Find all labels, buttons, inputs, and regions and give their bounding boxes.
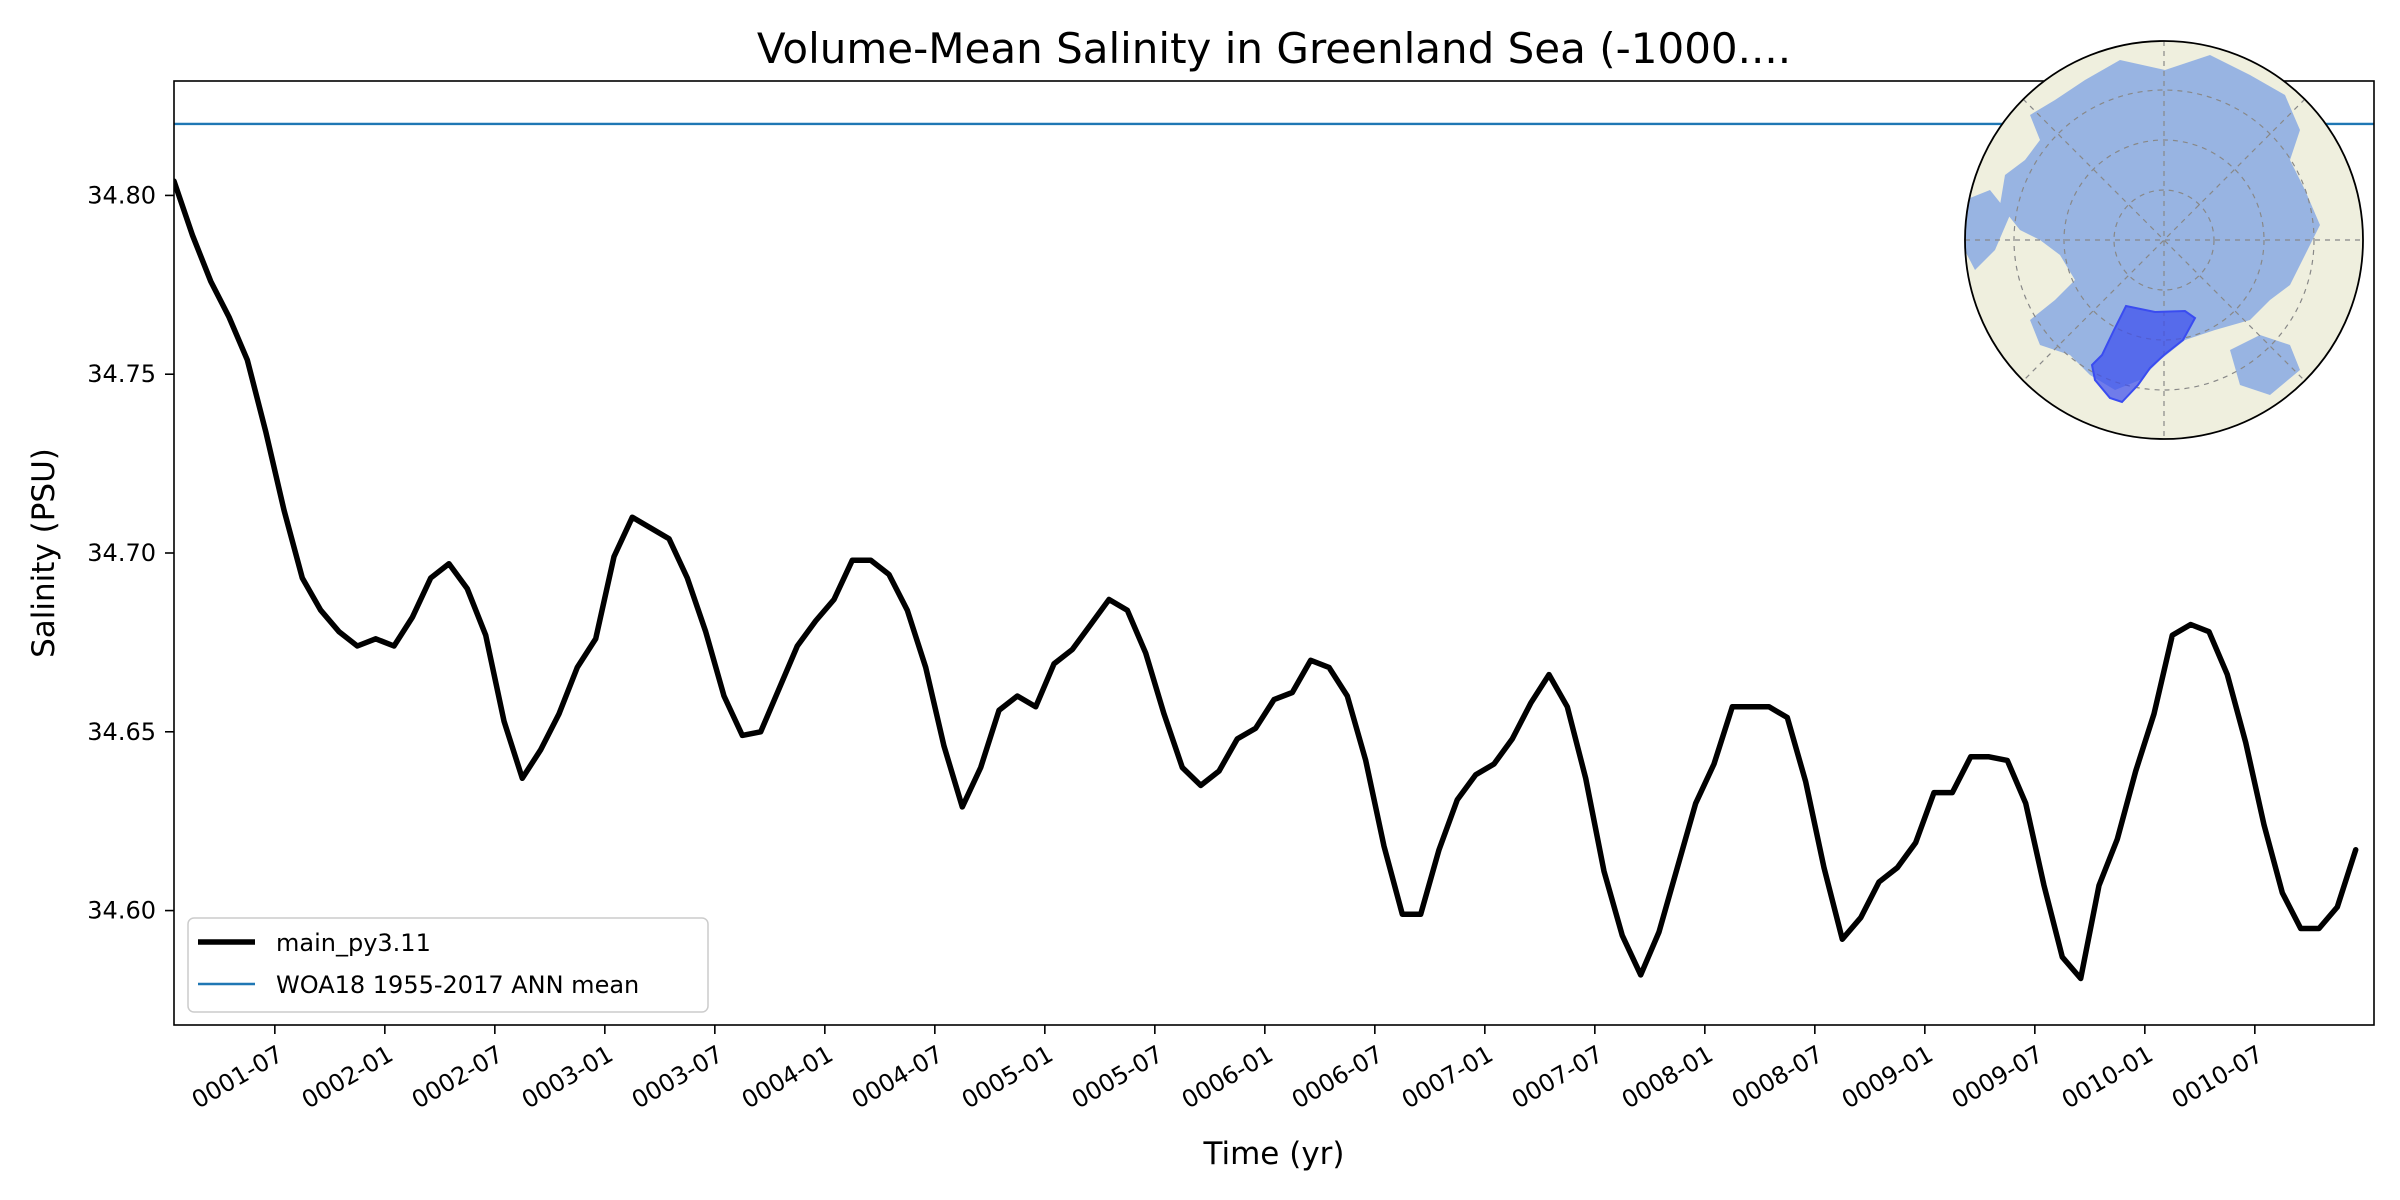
map-border xyxy=(1964,40,2364,440)
x-tick-label: 0008-01 xyxy=(1617,1040,1718,1114)
x-tick-label: 0009-07 xyxy=(1947,1040,2048,1114)
legend-box xyxy=(187,917,709,1013)
y-tick-label: 34.65 xyxy=(87,718,156,746)
x-tick-label: 0002-07 xyxy=(407,1040,508,1114)
x-axis: 0001-07 0002-01 0002-07 0003-01 0003-07 0004-… xyxy=(187,1025,2268,1114)
x-tick-label: 0005-07 xyxy=(1067,1040,1168,1114)
y-tick-label: 34.60 xyxy=(87,897,156,925)
legend: main_py3.11 WOA18 1955-2017 ANN mean xyxy=(187,917,709,1013)
y-tick-label: 34.75 xyxy=(87,360,156,388)
legend-label-woa18: WOA18 1955-2017 ANN mean xyxy=(276,971,639,999)
y-axis-label: Salinity (PSU) xyxy=(26,448,62,658)
chart-title: Volume-Mean Salinity in Greenland Sea (-… xyxy=(757,24,1791,73)
x-tick-label: 0004-07 xyxy=(847,1040,948,1114)
x-tick-label: 0010-01 xyxy=(2057,1040,2158,1114)
x-axis-label: Time (yr) xyxy=(1203,1136,1345,1172)
legend-label-main: main_py3.11 xyxy=(276,929,431,957)
y-tick-label: 34.80 xyxy=(87,181,156,209)
inset-region-map xyxy=(1964,40,2364,440)
x-tick-label: 0004-01 xyxy=(737,1040,838,1114)
x-tick-label: 0003-01 xyxy=(517,1040,618,1114)
x-tick-label: 0010-07 xyxy=(2167,1040,2268,1114)
y-axis: 34.60 34.65 34.70 34.75 34.80 xyxy=(87,181,174,925)
map-graticule xyxy=(1965,41,2363,439)
x-tick-label: 0007-01 xyxy=(1397,1040,1498,1114)
map-ocean-west xyxy=(1965,190,2010,270)
series-line-main xyxy=(174,178,2359,982)
map-ocean xyxy=(2000,55,2320,390)
greenland-sea-region xyxy=(2090,304,2197,404)
x-tick-label: 0005-01 xyxy=(957,1040,1058,1114)
x-tick-label: 0001-07 xyxy=(187,1040,288,1114)
x-tick-label: 0008-07 xyxy=(1727,1040,1828,1114)
map-ocean-southeast xyxy=(2230,335,2300,395)
x-tick-label: 0007-07 xyxy=(1507,1040,1608,1114)
x-tick-label: 0006-07 xyxy=(1287,1040,1388,1114)
x-tick-label: 0002-01 xyxy=(297,1040,398,1114)
x-tick-label: 0003-07 xyxy=(627,1040,728,1114)
x-tick-label: 0009-01 xyxy=(1837,1040,1938,1114)
x-tick-label: 0006-01 xyxy=(1177,1040,1278,1114)
y-tick-label: 34.70 xyxy=(87,539,156,567)
